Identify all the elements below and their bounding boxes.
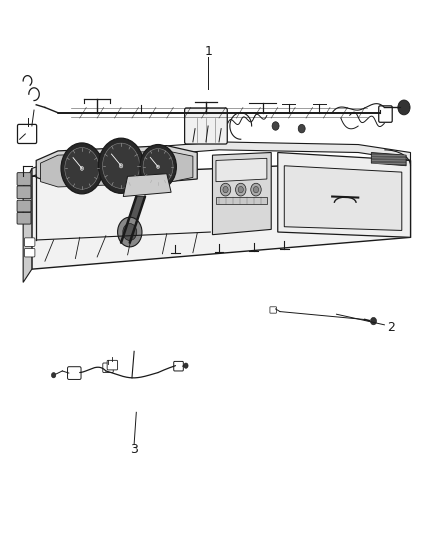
FancyBboxPatch shape [17, 200, 31, 212]
Circle shape [184, 363, 188, 368]
FancyBboxPatch shape [17, 186, 31, 199]
FancyBboxPatch shape [379, 106, 392, 122]
Polygon shape [32, 160, 410, 269]
FancyBboxPatch shape [25, 248, 35, 257]
FancyBboxPatch shape [270, 307, 276, 313]
Circle shape [238, 187, 244, 193]
Polygon shape [216, 158, 267, 182]
Circle shape [371, 317, 377, 325]
Circle shape [272, 122, 279, 130]
Circle shape [123, 223, 137, 240]
Circle shape [140, 144, 177, 189]
Text: 2: 2 [387, 321, 395, 334]
Polygon shape [123, 174, 171, 197]
FancyBboxPatch shape [17, 173, 31, 185]
Circle shape [117, 217, 142, 247]
Circle shape [99, 138, 144, 193]
Polygon shape [32, 142, 410, 176]
Circle shape [223, 187, 228, 193]
Text: 3: 3 [130, 443, 138, 456]
FancyBboxPatch shape [17, 213, 31, 224]
Polygon shape [278, 152, 410, 237]
Circle shape [143, 149, 173, 185]
FancyBboxPatch shape [67, 367, 81, 379]
Polygon shape [212, 152, 271, 235]
Circle shape [251, 183, 261, 196]
Circle shape [157, 165, 159, 168]
Polygon shape [371, 152, 406, 166]
FancyBboxPatch shape [25, 238, 35, 246]
Circle shape [253, 187, 258, 193]
Polygon shape [121, 197, 145, 243]
FancyBboxPatch shape [107, 360, 117, 370]
Circle shape [236, 183, 246, 196]
Circle shape [80, 166, 84, 171]
Polygon shape [36, 146, 197, 184]
Circle shape [119, 164, 123, 168]
FancyBboxPatch shape [185, 108, 227, 144]
Circle shape [65, 148, 99, 189]
Circle shape [220, 183, 231, 196]
Polygon shape [23, 168, 32, 282]
Text: 1: 1 [204, 45, 212, 58]
Polygon shape [284, 166, 402, 230]
Circle shape [51, 373, 56, 378]
Circle shape [102, 143, 140, 188]
Circle shape [398, 100, 410, 115]
Circle shape [298, 124, 305, 133]
Circle shape [61, 143, 103, 194]
Polygon shape [41, 151, 193, 187]
FancyBboxPatch shape [174, 361, 184, 371]
FancyBboxPatch shape [18, 124, 37, 143]
FancyBboxPatch shape [103, 363, 113, 373]
Bar [216, 197, 267, 205]
